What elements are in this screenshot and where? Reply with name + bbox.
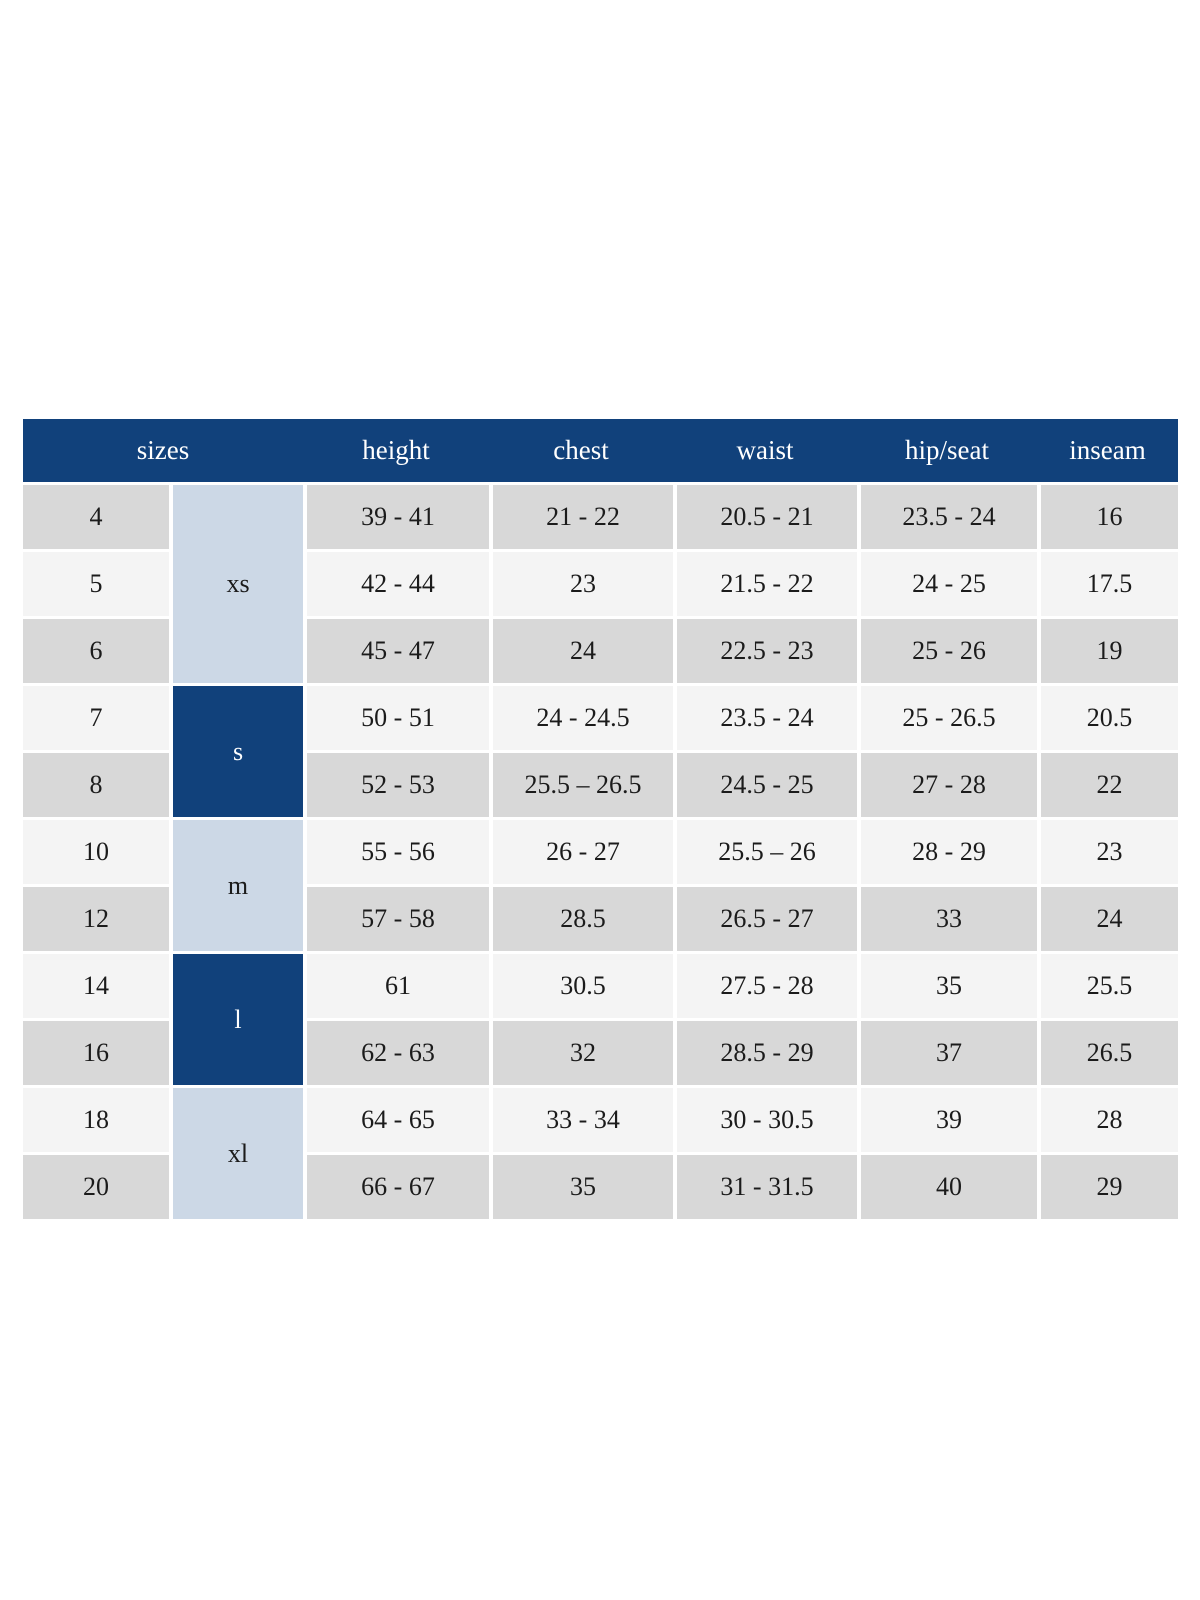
cell-inseam: 23 (1037, 820, 1179, 884)
table-row-size-4: 4 xs 39 - 41 21 - 22 20.5 - 21 23.5 - 24… (23, 485, 1179, 683)
cell-inseam: 17.5 (1037, 552, 1179, 616)
table-row-size-7: 7 s 50 - 51 24 - 24.5 23.5 - 24 25 - 26.… (23, 686, 1179, 817)
cell-height: 52 - 53 (303, 753, 490, 817)
table-body: 4 xs 39 - 41 21 - 22 20.5 - 21 23.5 - 24… (23, 485, 1179, 1219)
cell-inseam: 19 (1037, 619, 1179, 683)
cell-size: 4 (23, 485, 169, 549)
cell-size: 10 (23, 820, 169, 884)
column-header-waist: waist (673, 419, 858, 482)
cell-inseam: 22 (1037, 753, 1179, 817)
cell-size: 7 (23, 686, 169, 750)
table-row-size-14: 14 l 61 30.5 27.5 - 28 35 25.5 (23, 954, 1179, 1085)
column-header-hip-seat: hip/seat (857, 419, 1038, 482)
cell-height: 45 - 47 (303, 619, 490, 683)
cell-hip-seat: 39 (857, 1088, 1038, 1152)
cell-waist: 30 - 30.5 (673, 1088, 858, 1152)
cell-height: 66 - 67 (303, 1155, 490, 1219)
table-row-size-18: 18 xl 64 - 65 33 - 34 30 - 30.5 39 28 (23, 1088, 1179, 1219)
table-row-size-16: 16 62 - 63 32 28.5 - 29 37 26.5 (23, 1021, 1179, 1085)
cell-waist: 20.5 - 21 (673, 485, 858, 549)
cell-chest: 33 - 34 (489, 1088, 674, 1152)
cell-hip-seat: 33 (857, 887, 1038, 951)
cell-hip-seat: 24 - 25 (857, 552, 1038, 616)
cell-height: 42 - 44 (303, 552, 490, 616)
cell-hip-seat: 40 (857, 1155, 1038, 1219)
size-chart: sizes height chest waist hip/seat inseam… (23, 416, 1179, 1222)
cell-size: 5 (23, 552, 169, 616)
cell-waist: 23.5 - 24 (673, 686, 858, 750)
cell-hip-seat: 37 (857, 1021, 1038, 1085)
cell-size: 16 (23, 1021, 169, 1085)
cell-waist: 27.5 - 28 (673, 954, 858, 1018)
cell-waist: 31 - 31.5 (673, 1155, 858, 1219)
cell-hip-seat: 23.5 - 24 (857, 485, 1038, 549)
cell-size: 20 (23, 1155, 169, 1219)
column-header-height: height (303, 419, 490, 482)
cell-size: 18 (23, 1088, 169, 1152)
cell-chest: 25.5 – 26.5 (489, 753, 674, 817)
cell-chest: 28.5 (489, 887, 674, 951)
cell-chest: 23 (489, 552, 674, 616)
cell-waist: 21.5 - 22 (673, 552, 858, 616)
cell-height: 55 - 56 (303, 820, 490, 884)
group-cell-s: s (169, 686, 304, 817)
cell-hip-seat: 25 - 26.5 (857, 686, 1038, 750)
table-header: sizes height chest waist hip/seat inseam (23, 419, 1179, 482)
cell-chest: 26 - 27 (489, 820, 674, 884)
cell-height: 62 - 63 (303, 1021, 490, 1085)
cell-chest: 21 - 22 (489, 485, 674, 549)
cell-chest: 24 - 24.5 (489, 686, 674, 750)
cell-chest: 32 (489, 1021, 674, 1085)
header-row: sizes height chest waist hip/seat inseam (23, 419, 1179, 482)
cell-size: 6 (23, 619, 169, 683)
cell-hip-seat: 25 - 26 (857, 619, 1038, 683)
table-row-size-12: 12 57 - 58 28.5 26.5 - 27 33 24 (23, 887, 1179, 951)
column-header-chest: chest (489, 419, 674, 482)
cell-height: 61 (303, 954, 490, 1018)
cell-height: 57 - 58 (303, 887, 490, 951)
cell-inseam: 24 (1037, 887, 1179, 951)
size-chart-table: sizes height chest waist hip/seat inseam… (23, 416, 1179, 1222)
cell-waist: 22.5 - 23 (673, 619, 858, 683)
column-header-inseam: inseam (1037, 419, 1179, 482)
cell-chest: 24 (489, 619, 674, 683)
cell-inseam: 29 (1037, 1155, 1179, 1219)
table-row-size-10: 10 m 55 - 56 26 - 27 25.5 – 26 28 - 29 2… (23, 820, 1179, 951)
cell-height: 64 - 65 (303, 1088, 490, 1152)
cell-hip-seat: 35 (857, 954, 1038, 1018)
cell-waist: 25.5 – 26 (673, 820, 858, 884)
cell-waist: 26.5 - 27 (673, 887, 858, 951)
cell-size: 8 (23, 753, 169, 817)
cell-inseam: 26.5 (1037, 1021, 1179, 1085)
cell-inseam: 20.5 (1037, 686, 1179, 750)
cell-waist: 24.5 - 25 (673, 753, 858, 817)
cell-chest: 30.5 (489, 954, 674, 1018)
group-cell-xs: xs (169, 485, 304, 683)
cell-size: 12 (23, 887, 169, 951)
cell-inseam: 28 (1037, 1088, 1179, 1152)
column-header-sizes: sizes (23, 419, 304, 482)
cell-inseam: 16 (1037, 485, 1179, 549)
table-row-size-20: 20 66 - 67 35 31 - 31.5 40 29 (23, 1155, 1179, 1219)
group-cell-l: l (169, 954, 304, 1085)
cell-height: 39 - 41 (303, 485, 490, 549)
group-cell-m: m (169, 820, 304, 951)
table-row-size-8: 8 52 - 53 25.5 – 26.5 24.5 - 25 27 - 28 … (23, 753, 1179, 817)
cell-waist: 28.5 - 29 (673, 1021, 858, 1085)
table-row-size-6: 6 45 - 47 24 22.5 - 23 25 - 26 19 (23, 619, 1179, 683)
cell-inseam: 25.5 (1037, 954, 1179, 1018)
table-row-size-5: 5 42 - 44 23 21.5 - 22 24 - 25 17.5 (23, 552, 1179, 616)
group-cell-xl: xl (169, 1088, 304, 1219)
cell-size: 14 (23, 954, 169, 1018)
cell-height: 50 - 51 (303, 686, 490, 750)
cell-chest: 35 (489, 1155, 674, 1219)
cell-hip-seat: 28 - 29 (857, 820, 1038, 884)
cell-hip-seat: 27 - 28 (857, 753, 1038, 817)
